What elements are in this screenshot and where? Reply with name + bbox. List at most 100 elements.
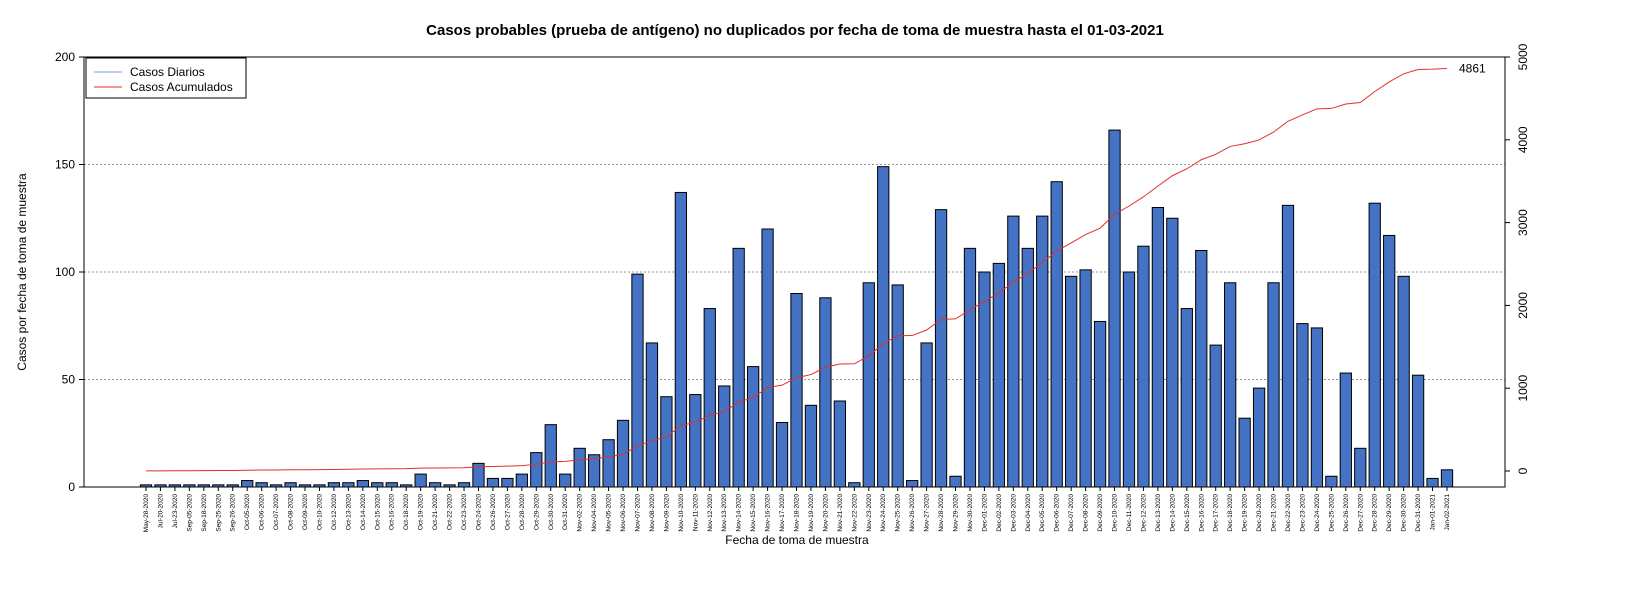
bar bbox=[1354, 447, 1367, 488]
x-tick-label: Nov-05-2020 bbox=[606, 494, 613, 532]
x-tick-label: Sep-26-2020 bbox=[230, 494, 237, 532]
x-tick-label: Dec-21-2020 bbox=[1271, 494, 1278, 532]
bar bbox=[718, 385, 731, 488]
bar bbox=[1397, 275, 1410, 488]
y2-tick-label: 0 bbox=[1516, 467, 1530, 474]
x-tick-label: Dec-27-2020 bbox=[1357, 494, 1364, 532]
x-tick-label: Oct-06-2020 bbox=[259, 494, 266, 531]
bar bbox=[1050, 181, 1063, 488]
bar bbox=[1180, 308, 1193, 488]
bar bbox=[1122, 271, 1136, 488]
x-tick-label: Nov-17-2020 bbox=[779, 494, 786, 532]
x-tick-label: Oct-31-2020 bbox=[562, 494, 569, 531]
x-tick-label: Dec-18-2020 bbox=[1227, 494, 1234, 532]
bar bbox=[486, 477, 500, 488]
x-tick-label: Sep-18-2020 bbox=[201, 494, 208, 532]
x-tick-label: Nov-21-2020 bbox=[837, 494, 844, 532]
x-tick-label: Dec-25-2020 bbox=[1328, 494, 1335, 532]
bar bbox=[906, 480, 919, 488]
bar bbox=[1151, 207, 1165, 488]
x-tick-label: Dec-28-2020 bbox=[1372, 494, 1379, 532]
bar bbox=[1036, 215, 1049, 488]
x-tick-label: Dec-15-2020 bbox=[1184, 494, 1191, 532]
bar bbox=[428, 482, 442, 488]
x-tick-label: Dec-22-2020 bbox=[1285, 494, 1292, 532]
x-tick-label: Oct-16-2020 bbox=[389, 494, 396, 531]
y-tick-label: 0 bbox=[68, 480, 75, 494]
bar bbox=[1224, 282, 1237, 488]
bar bbox=[790, 293, 803, 488]
y2-tick-label: 5000 bbox=[1516, 43, 1530, 70]
bar bbox=[356, 480, 369, 488]
x-tick-label: Nov-13-2020 bbox=[721, 494, 728, 532]
x-tick-label: Oct-14-2020 bbox=[360, 494, 367, 531]
x-axis-label: Fecha de toma de muestra bbox=[725, 533, 869, 547]
bar bbox=[587, 454, 601, 488]
x-tick-label: Jan-01-2021 bbox=[1430, 494, 1437, 531]
bar bbox=[949, 475, 962, 488]
bar bbox=[1166, 217, 1179, 488]
bar bbox=[1209, 344, 1222, 488]
x-tick-label: Dec-03-2020 bbox=[1010, 494, 1017, 532]
bar bbox=[1021, 247, 1034, 488]
x-tick-label: Dec-16-2020 bbox=[1198, 494, 1205, 532]
bar bbox=[1440, 469, 1454, 488]
x-tick-label: Dec-29-2020 bbox=[1386, 494, 1393, 532]
bar bbox=[616, 419, 630, 488]
x-tick-label: Dec-07-2020 bbox=[1068, 494, 1075, 532]
x-tick-label: May-28-2020 bbox=[143, 494, 150, 533]
x-tick-label: Nov-23-2020 bbox=[866, 494, 873, 532]
y2-tick-label: 2000 bbox=[1516, 292, 1530, 319]
x-tick-label: Dec-19-2020 bbox=[1242, 494, 1249, 532]
x-tick-label: Dec-09-2020 bbox=[1097, 494, 1104, 532]
x-tick-label: Nov-29-2020 bbox=[953, 494, 960, 532]
bar bbox=[833, 400, 847, 488]
bar bbox=[1426, 477, 1439, 488]
bar bbox=[1368, 202, 1381, 488]
x-tick-label: Dec-08-2020 bbox=[1083, 494, 1090, 532]
legend-box bbox=[85, 57, 247, 99]
x-tick-label: Nov-22-2020 bbox=[851, 494, 858, 532]
chart-title: Casos probables (prueba de antígeno) no … bbox=[426, 22, 1164, 39]
bar bbox=[385, 482, 398, 488]
x-tick-label: Dec-26-2020 bbox=[1343, 494, 1350, 532]
x-tick-label: Nov-30-2020 bbox=[967, 494, 974, 532]
bar bbox=[862, 282, 875, 488]
bar bbox=[457, 482, 471, 488]
bar bbox=[703, 308, 716, 488]
y2-tick-label: 1000 bbox=[1516, 375, 1530, 402]
x-tick-label: Oct-18-2020 bbox=[403, 494, 410, 531]
x-tick-label: Nov-07-2020 bbox=[634, 494, 641, 532]
bar bbox=[1339, 372, 1352, 488]
bar bbox=[645, 342, 659, 488]
bar bbox=[689, 394, 702, 488]
x-tick-label: Nov-18-2020 bbox=[794, 494, 801, 532]
x-tick-label: Dec-31-2020 bbox=[1415, 494, 1422, 532]
x-tick-label: Oct-23-2020 bbox=[461, 494, 468, 531]
bar bbox=[414, 473, 427, 488]
bar bbox=[559, 473, 572, 488]
bar bbox=[848, 482, 861, 488]
bar bbox=[1238, 417, 1251, 488]
bar bbox=[934, 209, 948, 488]
x-tick-label: Dec-11-2020 bbox=[1126, 494, 1133, 531]
x-tick-label: Oct-13-2020 bbox=[345, 494, 352, 531]
x-tick-label: Oct-05-2020 bbox=[244, 494, 251, 531]
x-tick-label: Oct-19-2020 bbox=[418, 494, 425, 531]
x-tick-label: Nov-25-2020 bbox=[895, 494, 902, 532]
x-tick-label: Oct-21-2020 bbox=[432, 494, 439, 531]
bar bbox=[371, 482, 384, 488]
x-tick-label: Oct-28-2020 bbox=[519, 494, 526, 531]
bar bbox=[761, 228, 774, 488]
y-tick-label: 150 bbox=[55, 158, 75, 172]
bar bbox=[920, 342, 933, 488]
bar bbox=[775, 422, 789, 488]
x-tick-label: Jul-23-2020 bbox=[172, 494, 179, 529]
x-tick-label: Nov-14-2020 bbox=[736, 494, 743, 532]
legend-label: Casos Acumulados bbox=[130, 80, 233, 94]
bar bbox=[1252, 387, 1266, 488]
y-tick-label: 100 bbox=[55, 265, 75, 279]
bar bbox=[732, 247, 745, 488]
bar bbox=[241, 480, 254, 488]
